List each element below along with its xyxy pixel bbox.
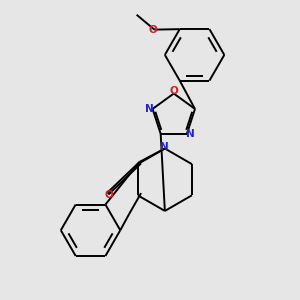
Text: O: O — [105, 190, 114, 200]
Text: N: N — [145, 104, 153, 114]
Text: N: N — [186, 129, 195, 139]
Text: O: O — [148, 25, 157, 34]
Text: N: N — [160, 142, 169, 152]
Text: O: O — [169, 86, 178, 96]
